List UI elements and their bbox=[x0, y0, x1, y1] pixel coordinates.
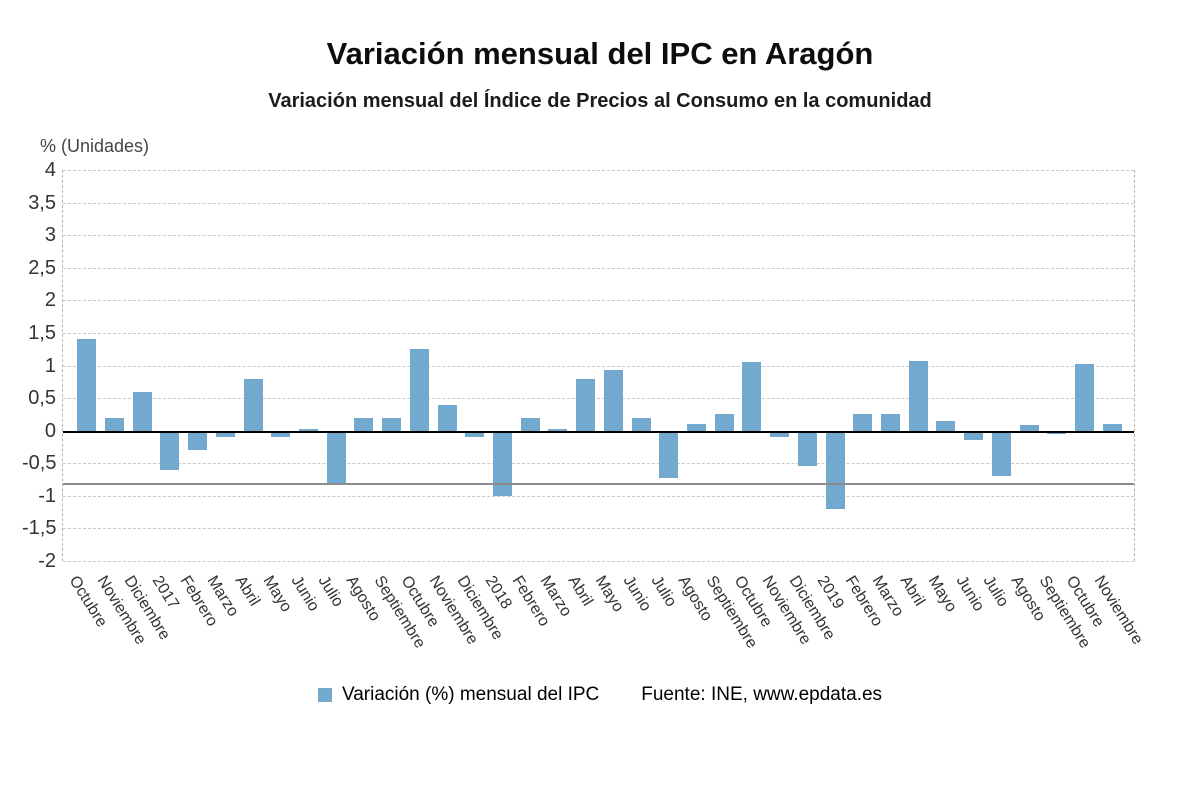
y-tick-label: -0,5 bbox=[22, 452, 56, 475]
bar[interactable] bbox=[548, 428, 568, 431]
zero-line bbox=[63, 430, 1134, 433]
legend-series-label: Variación (%) mensual del IPC bbox=[341, 684, 600, 705]
gridline bbox=[63, 528, 1134, 530]
bar[interactable] bbox=[243, 378, 263, 431]
bar[interactable] bbox=[576, 378, 596, 431]
bar[interactable] bbox=[188, 430, 208, 451]
bar[interactable] bbox=[631, 417, 651, 431]
gridline bbox=[63, 398, 1134, 400]
bar[interactable] bbox=[132, 391, 152, 431]
source-label: Fuente: INE, www.epdata.es bbox=[641, 684, 883, 705]
y-tick-label: 2 bbox=[44, 289, 56, 312]
bar[interactable] bbox=[1102, 424, 1122, 431]
bar[interactable] bbox=[493, 430, 512, 496]
bar[interactable] bbox=[797, 430, 817, 467]
gridline bbox=[63, 495, 1134, 497]
plot-area bbox=[62, 170, 1135, 562]
gridline bbox=[63, 170, 1134, 171]
bar[interactable] bbox=[105, 417, 125, 431]
bar[interactable] bbox=[77, 339, 97, 431]
x-tick-label: Junio bbox=[619, 573, 655, 615]
y-tick-label: 0,5 bbox=[28, 387, 56, 410]
y-tick-label: -1 bbox=[38, 484, 56, 507]
chart-title: Variación mensual del IPC en Aragón bbox=[326, 36, 874, 71]
bar[interactable] bbox=[659, 430, 679, 478]
bar[interactable] bbox=[354, 417, 374, 431]
bar[interactable] bbox=[991, 430, 1011, 477]
bar[interactable] bbox=[714, 414, 734, 431]
bar[interactable] bbox=[271, 430, 291, 438]
legend-swatch bbox=[317, 688, 332, 702]
bars-layer bbox=[63, 170, 1134, 561]
gridline bbox=[63, 300, 1134, 302]
bar[interactable] bbox=[1019, 425, 1039, 431]
bar[interactable] bbox=[437, 404, 457, 431]
y-tick-label: 3 bbox=[44, 224, 56, 247]
bar[interactable] bbox=[299, 428, 319, 431]
bar[interactable] bbox=[853, 414, 873, 431]
gridline bbox=[63, 235, 1134, 237]
bar[interactable] bbox=[603, 370, 623, 431]
y-tick-label: -1,5 bbox=[22, 517, 56, 540]
bar[interactable] bbox=[1074, 364, 1094, 431]
bar[interactable] bbox=[964, 430, 984, 441]
x-axis-labels: Octubre Noviembre Diciembre 2017 Febrero Marz… bbox=[62, 567, 1146, 697]
gridline bbox=[63, 365, 1134, 367]
chart-subtitle: Variación mensual del Índice de Precios … bbox=[268, 90, 932, 112]
y-tick-label: 1,5 bbox=[28, 321, 56, 344]
y-tick-label: 1 bbox=[44, 354, 56, 377]
bar[interactable] bbox=[326, 430, 346, 483]
bar[interactable] bbox=[742, 362, 762, 431]
gridline bbox=[63, 332, 1134, 334]
bar[interactable] bbox=[520, 417, 540, 431]
bar[interactable] bbox=[880, 414, 900, 431]
gridline bbox=[63, 561, 1134, 562]
reference-line bbox=[63, 482, 1134, 485]
gridline bbox=[63, 463, 1134, 465]
gridline bbox=[63, 202, 1134, 204]
y-tick-label: 2,5 bbox=[28, 256, 56, 279]
y-tick-label: 4 bbox=[44, 159, 56, 181]
bar[interactable] bbox=[382, 417, 402, 431]
bar[interactable] bbox=[215, 430, 235, 438]
bar[interactable] bbox=[409, 349, 429, 431]
bar[interactable] bbox=[160, 430, 180, 470]
bar[interactable] bbox=[936, 420, 956, 431]
bar[interactable] bbox=[686, 424, 706, 431]
y-tick-label: 0 bbox=[44, 419, 56, 442]
y-axis-unit-label: % (Unidades) bbox=[40, 136, 150, 156]
y-tick-label: -2 bbox=[38, 550, 56, 572]
bar[interactable] bbox=[908, 360, 928, 431]
gridline bbox=[63, 267, 1134, 269]
y-axis-labels: 4 3,5 3 2,5 2 1,5 1 0,5 0 -0,5 -1 -1,5 -2 bbox=[20, 159, 56, 572]
bar[interactable] bbox=[465, 430, 485, 438]
legend: Variación (%) mensual del IPC Fuente: IN… bbox=[0, 684, 1200, 706]
legend-item-series[interactable]: Variación (%) mensual del IPC bbox=[317, 684, 600, 706]
y-tick-label: 3,5 bbox=[28, 191, 56, 214]
bar[interactable] bbox=[770, 430, 790, 438]
bar[interactable] bbox=[825, 430, 845, 509]
